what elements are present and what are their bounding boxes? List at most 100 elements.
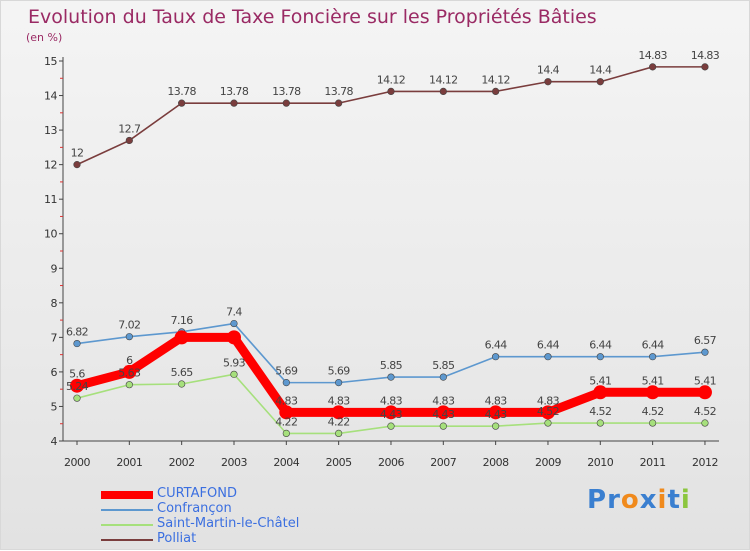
data-label: 5.85	[432, 359, 455, 372]
data-point	[230, 319, 238, 328]
data-label: 5.69	[275, 365, 298, 378]
data-label: 14.12	[429, 73, 458, 86]
x-tick-label: 2004	[273, 456, 299, 469]
data-point	[230, 370, 238, 378]
data-point	[596, 419, 604, 427]
data-point	[596, 353, 604, 361]
x-tick-label: 2005	[326, 456, 352, 469]
data-point	[649, 353, 657, 361]
data-label: 4.52	[537, 405, 559, 418]
data-label: 6.44	[537, 339, 560, 352]
data-point	[544, 419, 552, 427]
data-point	[383, 405, 398, 420]
legend-swatch	[101, 524, 153, 526]
data-label: 14.4	[537, 64, 560, 77]
x-tick-label: 2012	[692, 456, 718, 469]
y-tick-label: 10	[44, 228, 57, 241]
data-label: 13.78	[220, 85, 249, 98]
data-label: 4.83	[485, 394, 508, 407]
data-label: 6.82	[66, 326, 88, 339]
data-label: 6.44	[589, 339, 612, 352]
y-tick-label: 6	[51, 366, 58, 379]
data-point	[73, 161, 81, 169]
data-labels-layer: 5.6 6 4.83 4.83 4.83 4.83 4.83 4.83 5.41 5.41 5.41…	[66, 49, 720, 429]
data-label: 6	[126, 354, 133, 367]
data-point	[649, 63, 657, 71]
data-point	[645, 385, 660, 400]
data-point	[697, 385, 712, 400]
data-label: 4.52	[694, 405, 716, 418]
logo-letter: i	[680, 485, 691, 515]
legend-item: Confrançon	[101, 501, 361, 517]
data-point	[387, 373, 395, 381]
data-point	[596, 78, 604, 86]
data-point	[282, 379, 290, 387]
y-tick-label: 13	[44, 124, 57, 137]
data-label: 5.69	[328, 365, 351, 378]
data-point	[178, 99, 186, 107]
data-point	[492, 422, 500, 430]
data-point	[178, 380, 186, 388]
series-layer	[70, 63, 712, 438]
data-point	[335, 379, 343, 387]
x-tick-label: 2008	[483, 456, 509, 469]
data-label: 14.4	[589, 64, 612, 77]
legend-swatch	[101, 539, 153, 541]
legend-swatch	[101, 509, 153, 511]
y-tick-label: 11	[44, 193, 57, 206]
data-point	[125, 136, 133, 145]
data-label: 5.63	[118, 367, 141, 380]
data-point	[439, 373, 447, 381]
legend-label: Polliat	[157, 531, 197, 546]
data-label: 4.83	[275, 394, 298, 407]
data-label: 4.43	[432, 408, 455, 421]
x-tick-label: 2002	[169, 456, 195, 469]
y-tick-label: 12	[44, 159, 57, 172]
data-point	[230, 99, 238, 107]
data-label: 5.85	[380, 359, 403, 372]
logo-letter: o	[620, 485, 640, 515]
legend-swatch	[101, 491, 153, 499]
data-point	[492, 87, 500, 95]
data-point	[73, 394, 81, 402]
data-point	[174, 330, 189, 345]
logo-letter: t	[667, 485, 681, 515]
legend-item: Polliat	[101, 531, 361, 547]
data-label: 5.93	[223, 356, 246, 369]
data-point	[125, 333, 133, 341]
data-label: 7.16	[171, 314, 194, 327]
x-tick-label: 2007	[430, 456, 456, 469]
data-label: 13.78	[272, 85, 301, 98]
y-tick-label: 7	[51, 331, 58, 344]
y-tick-label: 5	[51, 400, 58, 413]
data-point	[331, 405, 346, 420]
data-label: 4.83	[537, 394, 560, 407]
data-point	[701, 419, 709, 427]
logo-letter: x	[639, 485, 658, 515]
data-point	[282, 429, 290, 438]
data-point	[540, 405, 555, 420]
proxiti-logo: Proxiti	[587, 485, 697, 525]
data-label: 14.12	[377, 73, 406, 86]
data-point	[125, 381, 133, 389]
data-point	[122, 364, 137, 379]
logo-letter: i	[657, 485, 668, 515]
data-label: 12.7	[118, 122, 141, 135]
data-label: 4.52	[642, 405, 664, 418]
data-point	[70, 378, 84, 393]
data-point	[226, 330, 241, 345]
data-point	[279, 405, 294, 420]
data-label: 14.12	[481, 73, 510, 86]
data-point	[488, 405, 503, 420]
x-tick-label: 2001	[116, 456, 142, 469]
data-point	[282, 99, 290, 107]
x-tick-label: 2009	[535, 456, 561, 469]
chart-title: Evolution du Taux de Taxe Foncière sur l…	[28, 6, 597, 28]
x-tick-label: 2010	[587, 456, 613, 469]
axes: 4 5 6 7 8 9 10 11 12 13 14 15 2000 2001 2002 2003 2004 20…	[44, 55, 719, 469]
data-label: 6.57	[694, 334, 717, 347]
data-point	[701, 63, 709, 71]
legend-label: CURTAFOND	[157, 486, 237, 501]
data-label: 4.43	[380, 408, 403, 421]
